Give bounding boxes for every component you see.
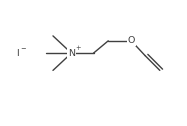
- Text: I: I: [17, 49, 19, 58]
- Text: O: O: [128, 36, 135, 45]
- Text: +: +: [75, 45, 81, 51]
- Text: N: N: [68, 49, 75, 58]
- Text: −: −: [20, 46, 25, 52]
